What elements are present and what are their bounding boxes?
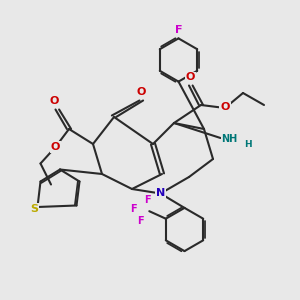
- Text: H: H: [244, 140, 252, 149]
- Text: F: F: [138, 216, 144, 226]
- Text: O: O: [220, 102, 230, 112]
- Text: N: N: [156, 188, 165, 199]
- Text: S: S: [30, 203, 38, 214]
- Text: NH: NH: [221, 134, 238, 145]
- Text: F: F: [145, 195, 151, 205]
- Text: F: F: [175, 25, 182, 35]
- Text: F: F: [130, 204, 137, 214]
- Text: O: O: [186, 72, 195, 82]
- Text: O: O: [136, 87, 146, 98]
- Text: O: O: [49, 96, 59, 106]
- Text: O: O: [51, 142, 60, 152]
